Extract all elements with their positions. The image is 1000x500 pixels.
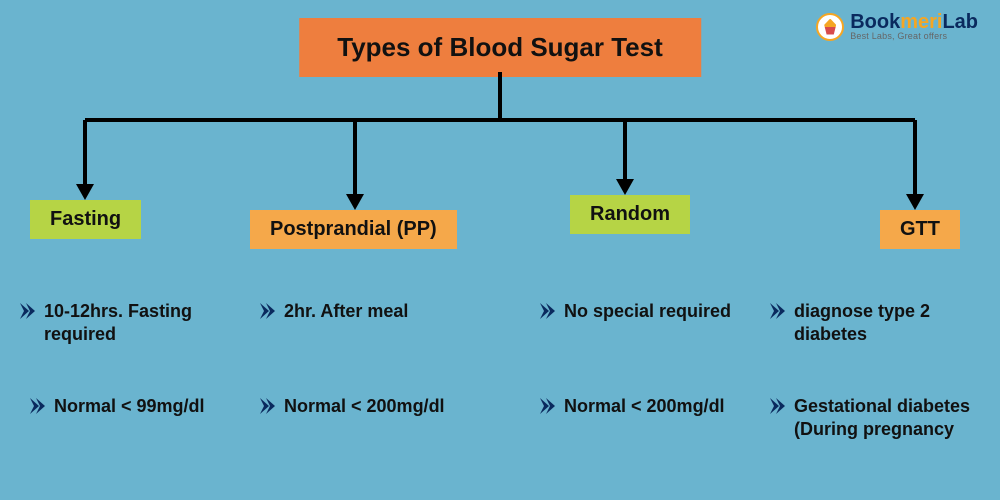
logo-icon [816,13,844,41]
bullet-row: Normal < 200mg/dl [540,395,760,418]
chevron-bullet-icon [540,398,556,414]
bullet-text: Gestational diabetes (During pregnancy [794,395,990,440]
bullet-row: No special required [540,300,760,323]
logo-part2: meri [900,11,942,33]
bullet-row: 2hr. After meal [260,300,480,323]
bullet-row: Normal < 99mg/dl [30,395,250,418]
chevron-bullet-icon [260,303,276,319]
chevron-bullet-icon [770,303,786,319]
bullet-row: 10-12hrs. Fasting required [20,300,240,345]
bullet-text: Normal < 99mg/dl [54,395,205,418]
bullet-text: 10-12hrs. Fasting required [44,300,240,345]
bullet-text: Normal < 200mg/dl [284,395,445,418]
diagram-title: Types of Blood Sugar Test [299,18,701,77]
bullet-text: No special required [564,300,731,323]
chevron-bullet-icon [770,398,786,414]
brand-logo: BookmeriLab Best Labs, Great offers [816,12,978,41]
bullet-row: diagnose type 2 diabetes [770,300,990,345]
chevron-bullet-icon [540,303,556,319]
bullet-text: Normal < 200mg/dl [564,395,725,418]
bullet-row: Gestational diabetes (During pregnancy [770,395,990,440]
chevron-bullet-icon [30,398,46,414]
node-fasting: Fasting [30,200,141,239]
bullet-text: diagnose type 2 diabetes [794,300,990,345]
logo-text: BookmeriLab Best Labs, Great offers [850,12,978,41]
logo-part3: Lab [942,11,978,33]
bullet-row: Normal < 200mg/dl [260,395,480,418]
chevron-bullet-icon [20,303,36,319]
bullet-text: 2hr. After meal [284,300,408,323]
chevron-bullet-icon [260,398,276,414]
node-random: Random [570,195,690,234]
node-gtt: GTT [880,210,960,249]
logo-tagline: Best Labs, Great offers [850,32,978,41]
node-pp: Postprandial (PP) [250,210,457,249]
logo-part1: Book [850,11,900,33]
